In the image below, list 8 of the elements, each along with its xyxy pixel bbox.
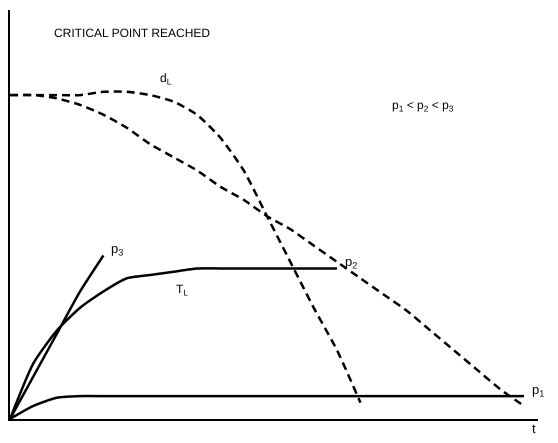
annotation: T$_{L}$ <box>176 282 188 298</box>
annotation: p$_{1}$ < p$_{2}$ < p$_{3}$ <box>392 98 454 114</box>
series-label: p$_{2}$ <box>345 254 358 271</box>
series-label: p$_{1}$ <box>532 382 544 399</box>
text: d$_{L}$ <box>160 71 172 87</box>
text: CRITICAL POINT REACHED <box>54 26 210 40</box>
x-axis-title: t <box>532 421 536 436</box>
series-label: p$_{3}$ <box>111 241 124 258</box>
